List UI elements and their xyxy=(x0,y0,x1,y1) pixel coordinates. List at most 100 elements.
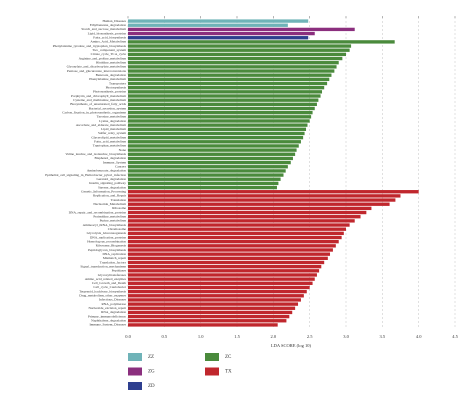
bar xyxy=(128,119,310,123)
bar xyxy=(128,115,312,119)
y-tick-label: Bisphenol_degradation xyxy=(95,156,127,160)
y-tick-label: Ascorbate_and_aldarate_metabolism xyxy=(76,123,127,127)
bar xyxy=(128,61,339,65)
bar xyxy=(128,244,336,248)
y-tick-label: Citrate_cycle_TCA_cycle xyxy=(91,52,127,56)
y-tick-label: Bacterial_secretion_system xyxy=(89,106,127,110)
x-tick-label: 1.5 xyxy=(234,334,240,339)
y-tick-label: Epithelial_cell_signaling_in_Helicobacte… xyxy=(45,173,126,177)
bar xyxy=(128,165,288,169)
bar xyxy=(128,73,332,77)
y-tick-label: Purine_metabolism xyxy=(100,219,127,223)
x-tick-label: 2.5 xyxy=(307,334,313,339)
x-axis-label: LDA SCORE (log 10) xyxy=(271,343,312,348)
y-tick-label: Peptidases xyxy=(112,269,127,273)
y-tick-label: Valine_leucine_and_isoleucine_biosynthes… xyxy=(65,152,126,156)
bar xyxy=(128,277,315,281)
y-tick-label: Cell_Growth_and_Death xyxy=(92,281,126,285)
bar xyxy=(128,152,296,156)
legend-label: ZG xyxy=(148,370,155,375)
bar xyxy=(128,148,297,152)
bar xyxy=(128,23,288,27)
y-tick-label: Human_Diseases xyxy=(102,19,126,23)
bar xyxy=(128,98,319,102)
bar xyxy=(128,239,339,244)
y-tick-label: Genetic_Information_Processing xyxy=(81,190,126,194)
bar xyxy=(128,302,299,306)
y-tick-label: Glycerolipid_metabolism xyxy=(91,135,126,139)
bar xyxy=(128,127,307,131)
bar xyxy=(128,285,310,290)
bar xyxy=(128,289,307,294)
bar xyxy=(128,252,331,256)
y-tick-label: Phenylalanine_metabolism xyxy=(89,77,126,81)
y-tick-label: Two_component_system xyxy=(92,48,126,52)
y-tick-label: Fatty_acid_metabolism xyxy=(94,140,126,144)
bar xyxy=(128,190,419,194)
legend-swatch xyxy=(128,353,142,361)
legend-swatch xyxy=(128,382,142,390)
bar xyxy=(128,160,291,165)
y-tick-label: Histidine_metabolism xyxy=(96,60,126,64)
bar xyxy=(128,294,304,298)
y-tick-label: Glycosyltransferases xyxy=(98,273,127,277)
y-tick-label: Ribosome xyxy=(112,206,126,210)
bar xyxy=(128,269,320,273)
y-tick-label: Peptidoglycan_biosynthesis xyxy=(88,248,127,252)
y-tick-label: Terpenoid_backbone_biosynthesis xyxy=(79,289,127,293)
bar xyxy=(128,40,395,44)
y-tick-label: Immune_System_Diseases xyxy=(89,323,126,327)
bar xyxy=(128,215,361,219)
bar xyxy=(128,194,401,198)
bar xyxy=(128,56,343,61)
bar xyxy=(128,248,333,252)
y-tick-label: Phenylalanine_tyrosine_and_tryptophan_bi… xyxy=(53,44,127,48)
bar xyxy=(128,298,301,302)
y-tick-label: Amino_Acid_Metabolism xyxy=(90,40,126,44)
y-tick-label: Cancers xyxy=(115,165,127,169)
y-tick-label: Homologous_recombination xyxy=(87,239,126,243)
bar xyxy=(128,310,293,315)
bar xyxy=(128,65,337,69)
bar xyxy=(128,52,346,57)
bar xyxy=(128,256,328,261)
y-tick-label: Insulin_signaling_pathway xyxy=(89,181,126,185)
legend-label: ZC xyxy=(225,355,232,360)
y-tick-label: Benzoate_degradation xyxy=(96,73,127,77)
y-tick-label: Transporters xyxy=(109,81,127,85)
bar xyxy=(128,169,286,173)
y-tick-label: Drug_metabolism_other_enzymes xyxy=(79,294,126,298)
bar xyxy=(128,198,396,202)
bar xyxy=(128,102,317,107)
legend-label: ZD xyxy=(148,384,155,389)
bar xyxy=(128,36,309,40)
y-tick-label: Aminobenzoate_degradation xyxy=(87,169,126,173)
bar xyxy=(128,210,367,215)
bar xyxy=(128,69,335,73)
bar xyxy=(128,106,315,111)
bar xyxy=(128,177,281,181)
y-tick-label: Replication_and_Repair xyxy=(93,194,127,198)
y-tick-label: Ethylbenzene_degradation xyxy=(90,23,126,27)
y-tick-label: Cysteine_and_methionine_metabolism xyxy=(73,98,126,102)
bar xyxy=(128,131,305,136)
y-tick-label: Lipid_biosynthesis_proteins xyxy=(88,31,127,35)
y-tick-label: Immune_System xyxy=(103,160,126,164)
legend-label: ZZ xyxy=(148,355,154,360)
bar xyxy=(128,135,304,140)
y-tick-label: Tyrosine_metabolism xyxy=(97,115,127,119)
bar xyxy=(128,260,325,265)
y-tick-label: Lipid_metabolism xyxy=(101,127,126,131)
y-tick-label: Biosynthesis_of_unsaturated_fatty_acids xyxy=(70,102,126,106)
bar xyxy=(128,202,390,206)
bar xyxy=(128,181,279,186)
x-tick-label: 0.0 xyxy=(125,334,131,339)
y-tick-label: Glyoxylate_and_dicarboxylate_metabolism xyxy=(67,65,127,69)
legend-swatch xyxy=(205,367,219,376)
y-tick-label: Starch_and_sucrose_metabolism xyxy=(81,27,126,31)
y-tick-label: Photosynthesis xyxy=(106,85,127,89)
y-tick-label: Translation_factors xyxy=(100,260,127,264)
y-tick-label: Amino_acid_related_enzymes xyxy=(85,277,127,281)
bar xyxy=(128,27,355,32)
